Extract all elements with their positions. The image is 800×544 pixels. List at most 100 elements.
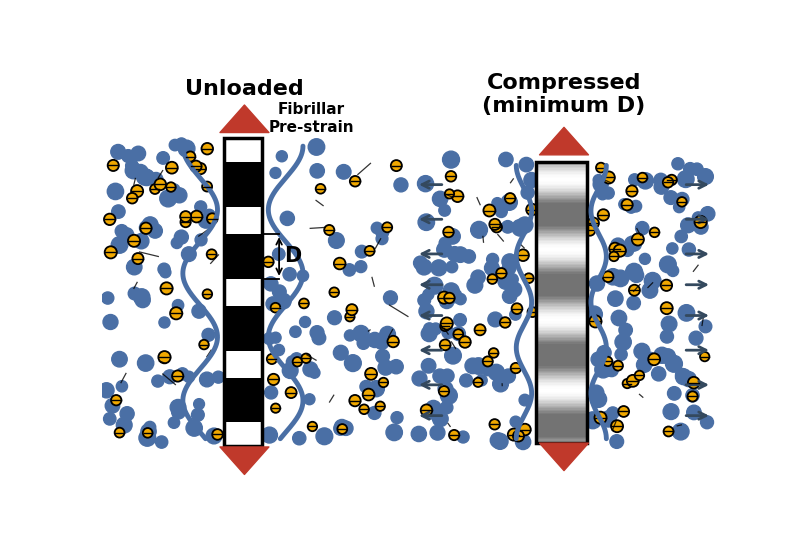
Circle shape [114,428,125,437]
Bar [535,241,587,243]
Circle shape [267,354,277,364]
Bar [535,247,587,249]
Circle shape [111,237,128,254]
Circle shape [661,330,674,343]
Circle shape [290,326,301,337]
Circle shape [677,197,686,207]
Circle shape [634,370,644,380]
Bar [535,226,587,227]
Circle shape [176,368,189,380]
Circle shape [510,309,521,320]
Circle shape [389,360,403,374]
Circle shape [449,430,459,440]
Circle shape [627,375,639,387]
Bar [535,362,587,364]
Bar [535,386,587,388]
Circle shape [378,360,393,375]
Circle shape [675,368,688,381]
Circle shape [701,416,714,429]
Circle shape [152,375,164,387]
Circle shape [324,225,334,235]
Circle shape [526,204,538,215]
Bar [535,400,587,402]
Circle shape [134,289,150,305]
Circle shape [293,431,306,445]
Circle shape [490,419,500,430]
Bar [535,435,587,437]
Circle shape [116,417,132,433]
Circle shape [511,303,522,314]
Circle shape [195,163,206,174]
Circle shape [611,420,623,432]
Circle shape [496,268,506,279]
Circle shape [700,352,710,361]
Circle shape [394,178,408,192]
Bar [535,353,587,354]
Circle shape [638,173,654,189]
Bar [535,432,587,434]
Circle shape [170,139,181,151]
Text: Fibrillar
Pre-strain: Fibrillar Pre-strain [268,102,354,134]
Circle shape [502,220,514,233]
Circle shape [143,428,153,438]
Circle shape [490,433,506,448]
Circle shape [684,163,697,176]
Circle shape [608,291,623,306]
Circle shape [437,242,452,257]
Circle shape [172,300,184,311]
Circle shape [138,170,154,186]
Circle shape [426,277,443,294]
Circle shape [501,194,518,211]
Circle shape [419,304,434,319]
Bar [535,218,587,219]
Circle shape [675,230,687,243]
Circle shape [312,331,326,345]
Circle shape [634,343,650,359]
Bar [535,300,587,302]
Bar [535,254,587,256]
Circle shape [609,243,621,255]
Bar [535,269,587,271]
Bar [535,243,587,244]
Circle shape [274,344,285,356]
Circle shape [678,305,694,321]
Bar [535,202,587,203]
Circle shape [299,299,309,308]
Circle shape [308,139,325,155]
Circle shape [161,282,173,294]
Circle shape [416,259,432,275]
Bar [535,288,587,289]
Circle shape [334,422,347,435]
Bar [535,244,587,246]
Bar [535,190,587,193]
Circle shape [688,377,700,388]
Circle shape [290,353,302,365]
Bar [535,372,587,374]
Circle shape [485,261,499,275]
Circle shape [270,168,281,178]
Circle shape [134,233,149,249]
Bar [224,279,262,306]
Bar [535,234,587,236]
Bar [535,233,587,234]
Bar [535,203,587,205]
Circle shape [602,362,616,376]
Circle shape [310,326,324,339]
Circle shape [666,243,678,254]
Circle shape [264,277,278,291]
Circle shape [606,407,619,419]
Circle shape [191,409,204,421]
Circle shape [524,172,539,188]
Bar [535,349,587,351]
Circle shape [181,217,190,227]
Bar [224,306,262,350]
Circle shape [365,246,374,256]
Circle shape [593,175,604,186]
Circle shape [180,211,191,222]
Circle shape [612,270,629,287]
Circle shape [375,401,385,411]
Bar [535,164,587,166]
Circle shape [595,361,611,378]
Circle shape [502,261,516,275]
Bar [535,373,587,375]
